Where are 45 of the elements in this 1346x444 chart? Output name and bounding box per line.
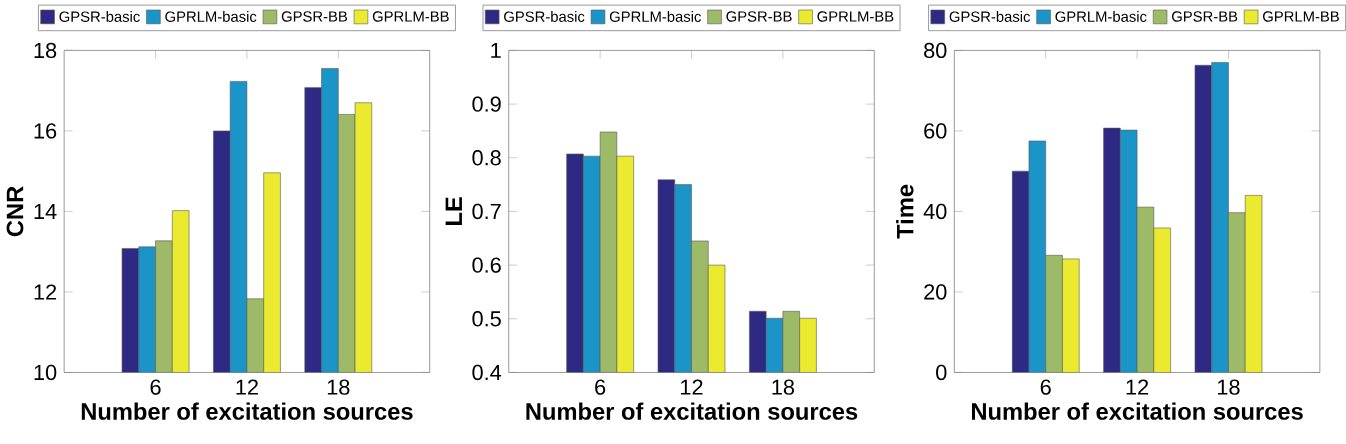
bar (1103, 128, 1121, 373)
y-tick-label: 0.6 (472, 257, 501, 274)
legend-label: GPRLM-basic (609, 11, 701, 23)
y-axis-title: CNR (6, 186, 24, 237)
legend-label: GPSR-BB (281, 11, 348, 22)
y-tick-label: 0.4 (472, 364, 502, 381)
x-tick-label: 6 (1040, 379, 1051, 396)
y-tick-label: 0 (936, 364, 947, 381)
legend-label: GPSR-basic (59, 11, 140, 23)
x-axis-title: Number of excitation sources (81, 402, 413, 421)
legend-label: GPSR-BB (726, 11, 792, 22)
x-tick-label: 12 (1126, 379, 1149, 395)
x-tick-label: 12 (681, 379, 703, 395)
legend-label: GPRLM-BB (817, 11, 894, 22)
legend-label: GPSR-basic (504, 11, 585, 23)
legend-label: GPRLM-basic (1055, 11, 1147, 23)
x-tick-label: 18 (772, 379, 795, 396)
legend-label: GPSR-BB (1172, 11, 1238, 22)
y-tick-label: 14 (34, 204, 57, 220)
y-tick-label: 60 (924, 123, 947, 139)
y-tick-label: 12 (34, 284, 57, 300)
y-tick-label: 0.9 (472, 96, 501, 112)
y-tick-label: 0.8 (472, 150, 501, 166)
y-tick-label: 40 (923, 203, 947, 220)
y-tick-label: 0.7 (472, 203, 501, 220)
y-axis-title: Time (896, 185, 914, 239)
y-axis-title: LE (445, 197, 462, 226)
x-tick-label: 6 (150, 379, 161, 396)
y-tick-label: 80 (924, 42, 947, 59)
x-axis-title: Number of excitation sources (526, 402, 858, 421)
legend-label: GPRLM-BB (1263, 11, 1339, 22)
x-tick-label: 6 (595, 379, 606, 396)
y-tick-label: 10 (34, 364, 57, 381)
y-tick-label: 1 (491, 43, 501, 59)
x-axis-title: Number of excitation sources (971, 402, 1303, 421)
y-tick-label: 0.5 (472, 311, 501, 327)
x-tick-label: 18 (327, 379, 350, 396)
y-tick-label: 18 (34, 42, 57, 59)
legend-label: GPRLM-BB (372, 11, 449, 22)
legend-label: GPSR-basic (949, 11, 1031, 23)
y-tick-label: 16 (34, 123, 57, 139)
x-tick-label: 12 (236, 379, 258, 395)
x-tick-label: 18 (1218, 379, 1240, 396)
legend-label: GPRLM-basic (165, 11, 257, 23)
y-tick-label: 20 (924, 284, 947, 300)
